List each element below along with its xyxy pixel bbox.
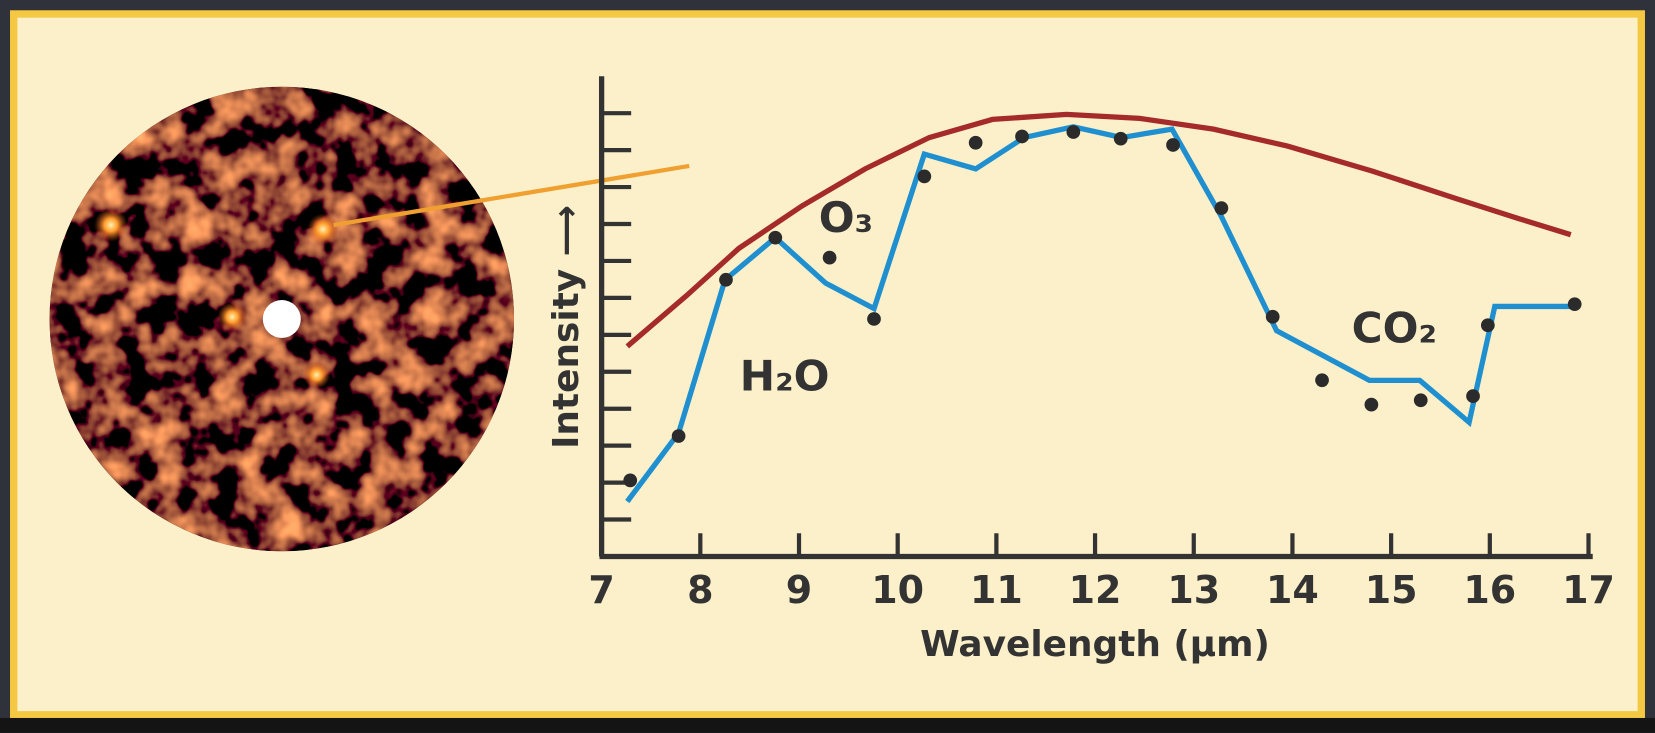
star-image — [50, 87, 514, 551]
page: {"chart_data": { "type": "line", "x_labe… — [0, 0, 1655, 733]
data-point — [1466, 389, 1480, 403]
bright-spot — [217, 302, 247, 332]
annotation: CO₂ — [1352, 304, 1437, 353]
data-point — [1166, 138, 1180, 152]
data-point — [1015, 130, 1029, 144]
bottom-bar — [0, 718, 1655, 733]
x-tick-label: 12 — [1069, 568, 1122, 612]
data-point — [867, 312, 881, 326]
data-point — [1414, 393, 1428, 407]
bright-spot — [94, 208, 128, 242]
data-point — [1066, 125, 1080, 139]
data-point — [1568, 297, 1582, 311]
x-tick-label: 17 — [1562, 568, 1615, 612]
data-point — [1215, 201, 1229, 215]
x-tick-label: 15 — [1365, 568, 1418, 612]
star — [263, 300, 301, 338]
data-point — [623, 474, 637, 488]
data-point — [823, 251, 837, 265]
x-tick-label: 10 — [871, 568, 924, 612]
x-tick-label: 8 — [687, 568, 713, 612]
data-point — [768, 231, 782, 245]
data-point — [1365, 398, 1379, 412]
data-point — [917, 169, 931, 183]
data-point — [1315, 373, 1329, 387]
figure: 7 8 9 10 11 12 13 14 15 16 17 Wavelength (μm) Intens… — [0, 0, 1655, 733]
data-point — [1481, 318, 1495, 332]
bright-spot — [303, 361, 330, 388]
x-axis-label: Wavelength (μm) — [920, 624, 1270, 665]
x-tick-label: 7 — [588, 568, 614, 612]
data-point — [1266, 310, 1280, 324]
data-point — [672, 429, 686, 443]
data-point — [719, 273, 733, 287]
y-axis-label: Intensity ⟶ — [546, 205, 587, 449]
data-point — [1114, 132, 1128, 146]
annotation: O₃ — [819, 193, 873, 242]
x-tick-label: 9 — [786, 568, 812, 612]
x-tick-label: 11 — [970, 568, 1023, 612]
data-point — [969, 136, 983, 150]
x-tick-label: 14 — [1266, 568, 1319, 612]
bright-spot — [307, 213, 339, 245]
annotation: H₂O — [740, 352, 830, 401]
x-tick-label: 13 — [1167, 568, 1220, 612]
x-tick-label: 16 — [1463, 568, 1516, 612]
